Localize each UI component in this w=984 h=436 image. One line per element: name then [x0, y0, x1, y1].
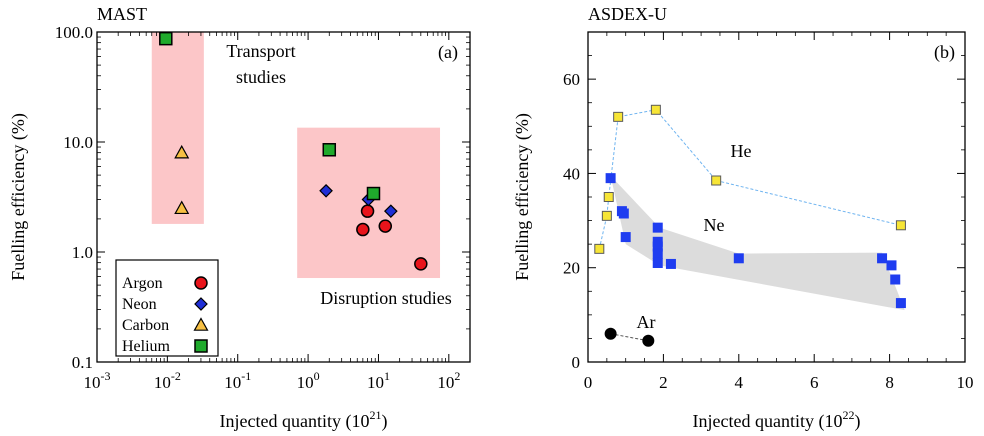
argon-line	[610, 333, 649, 342]
x-tick-label: 10	[957, 373, 974, 392]
ar-point	[642, 334, 655, 347]
x-tick-label: 8	[885, 373, 894, 392]
panel-label: (a)	[438, 42, 458, 63]
ne-point	[652, 258, 663, 268]
he-point	[601, 210, 612, 221]
argon-point	[360, 204, 375, 218]
he-point	[711, 175, 722, 186]
y-tick-label: 10.0	[63, 133, 93, 152]
shaded-region	[151, 32, 204, 224]
x-tick-label: 6	[810, 373, 819, 392]
he-point	[650, 104, 661, 115]
y-tick-label: 0.1	[72, 353, 93, 372]
helium-point	[322, 143, 337, 157]
panel-title: MAST	[97, 4, 147, 24]
ne-point	[733, 253, 744, 264]
neon-band	[610, 175, 905, 311]
x-tick-label: 0	[584, 373, 593, 392]
region-label: studies	[236, 67, 286, 87]
panel-title: ASDEX-U	[588, 4, 667, 24]
y-axis-label: Fuelling efficiency (%)	[8, 113, 29, 281]
series-label: Ar	[637, 312, 656, 332]
y-tick-label: 0	[572, 353, 581, 372]
legend-label: Neon	[122, 296, 157, 313]
panel-label: (b)	[934, 42, 955, 63]
y-tick-label: 20	[563, 259, 580, 278]
y-tick-label: 60	[563, 70, 580, 89]
x-tick-label: 4	[735, 373, 744, 392]
argon-point	[378, 219, 393, 233]
he-point	[603, 192, 614, 202]
region-label: Transport	[226, 41, 295, 61]
region-label: Disruption studies	[320, 288, 452, 308]
x-tick-label: 102	[437, 369, 460, 392]
legend-label: Helium	[122, 338, 171, 355]
ne-point	[620, 232, 631, 243]
x-axis-label: Injected quantity (1021)	[220, 408, 388, 432]
legend-marker-argon	[194, 276, 208, 290]
x-tick-label: 2	[659, 373, 668, 392]
legend-marker-carbon	[193, 317, 209, 331]
y-tick-label: 100.0	[55, 23, 93, 42]
x-tick-label: 100	[297, 369, 320, 392]
ne-point	[618, 208, 629, 219]
ne-point	[665, 258, 676, 269]
ne-point	[652, 222, 663, 233]
argon-point	[414, 257, 428, 271]
series-label: He	[731, 141, 752, 161]
series-label: Ne	[704, 215, 725, 235]
ne-point	[652, 248, 663, 259]
x-tick-label: 10-3	[84, 369, 111, 392]
helium-point	[366, 186, 381, 201]
ne-point	[886, 260, 897, 271]
x-axis-label: Injected quantity (1022)	[693, 408, 861, 432]
ne-point	[605, 173, 616, 184]
x-tick-label: 10-1	[224, 369, 251, 392]
carbon-point	[174, 200, 190, 215]
argon-point	[356, 222, 370, 237]
legend-marker-helium	[194, 339, 208, 353]
he-point	[613, 111, 624, 122]
ne-point	[877, 253, 888, 264]
ar-point	[604, 327, 617, 340]
carbon-point	[174, 144, 190, 159]
y-tick-label: 40	[563, 164, 580, 183]
legend-label: Carbon	[122, 317, 169, 334]
x-tick-label: 10-2	[154, 369, 181, 392]
ne-point	[895, 298, 906, 309]
ne-point	[890, 274, 901, 285]
neon-point	[383, 204, 398, 219]
plot-frame	[96, 31, 471, 363]
helium-point	[159, 31, 173, 46]
x-tick-label: 101	[367, 369, 390, 392]
legend-label: Argon	[122, 275, 163, 292]
legend-marker-neon	[194, 297, 208, 311]
y-axis-label: Fuelling efficiency (%)	[512, 113, 533, 281]
neon-point	[319, 183, 333, 198]
he-point	[594, 243, 605, 254]
he-point	[895, 220, 906, 231]
y-tick-label: 1.0	[72, 243, 93, 262]
